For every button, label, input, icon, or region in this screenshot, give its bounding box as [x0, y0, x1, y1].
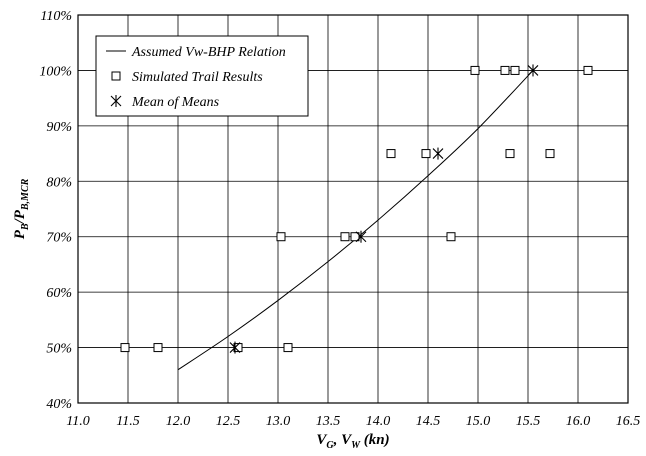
data-point-simulated	[500, 65, 510, 75]
y-label-mid: /P	[12, 209, 28, 224]
x-label-sub1: G	[326, 440, 334, 451]
x-tick-label: 15.5	[516, 414, 541, 429]
x-tick-label: 16.0	[566, 414, 591, 429]
x-tick-label: 15.0	[466, 414, 491, 429]
y-tick-labels: 40% 50% 60% 70% 80% 90% 100% 110%	[39, 9, 72, 412]
data-point-simulated	[120, 343, 130, 353]
x-axis-label: VG, VW (kn)	[316, 432, 389, 451]
x-tick-label: 12.0	[166, 414, 191, 429]
data-point-simulated	[153, 343, 163, 353]
marker-layer	[120, 64, 593, 354]
y-tick-label: 60%	[46, 286, 72, 301]
y-label-sub1: B	[20, 223, 31, 231]
data-point-simulated	[545, 149, 555, 159]
data-point-simulated	[386, 149, 396, 159]
data-point-simulated	[446, 232, 456, 242]
legend-square-marker	[111, 71, 121, 81]
legend-item: Simulated Trail Results	[111, 70, 263, 85]
data-point-simulated	[470, 65, 480, 75]
x-tick-label: 13.0	[266, 414, 291, 429]
legend-star-marker	[110, 95, 122, 107]
x-tick-label: 13.5	[316, 414, 341, 429]
data-point-mean	[229, 341, 241, 354]
legend-item: Mean of Means	[110, 95, 220, 110]
y-tick-label: 110%	[40, 9, 72, 24]
data-point-mean	[432, 147, 444, 160]
legend: Assumed Vw-BHP Relation Simulated Trail R…	[95, 35, 309, 117]
y-tick-label: 80%	[46, 175, 72, 190]
data-point-simulated	[276, 232, 286, 242]
data-point-simulated	[340, 232, 350, 242]
x-tick-label: 14.0	[366, 414, 391, 429]
y-label-main: P	[12, 229, 28, 239]
legend-label: Mean of Means	[131, 95, 220, 110]
legend-box	[95, 35, 309, 117]
x-tick-label: 11.5	[116, 414, 139, 429]
y-tick-label: 90%	[46, 120, 72, 135]
y-axis-label: PB/PB,MCR	[12, 178, 31, 239]
legend-label: Assumed Vw-BHP Relation	[131, 45, 286, 60]
data-point-simulated	[350, 232, 360, 242]
data-point-mean	[527, 64, 539, 77]
x-tick-label: 16.5	[616, 414, 641, 429]
legend-item: Assumed Vw-BHP Relation	[106, 45, 286, 60]
x-label-mid: , V	[333, 432, 354, 448]
plot-frame	[77, 14, 629, 404]
data-point-simulated	[510, 65, 520, 75]
y-label-sub2: B,MCR	[20, 178, 31, 211]
data-point-simulated	[283, 343, 293, 353]
x-tick-label: 11.0	[66, 414, 89, 429]
x-label-unit: (kn)	[360, 432, 390, 448]
data-point-simulated	[421, 149, 431, 159]
y-tick-label: 50%	[46, 342, 72, 357]
data-point-simulated	[233, 343, 243, 353]
x-label-main: V	[316, 432, 328, 448]
y-tick-label: 100%	[39, 64, 72, 79]
data-point-simulated	[505, 149, 515, 159]
x-label-sub2: W	[351, 440, 361, 451]
data-point-simulated	[583, 65, 593, 75]
legend-label: Simulated Trail Results	[132, 70, 263, 85]
x-tick-labels: 11.0 11.5 12.0 12.5 13.0 13.5 14.0 14.5 15.0 15.5…	[66, 414, 640, 429]
y-tick-label: 70%	[46, 231, 72, 246]
x-tick-label: 14.5	[416, 414, 441, 429]
data-point-mean	[355, 230, 367, 243]
y-tick-label: 40%	[46, 397, 72, 412]
x-tick-label: 12.5	[216, 414, 241, 429]
